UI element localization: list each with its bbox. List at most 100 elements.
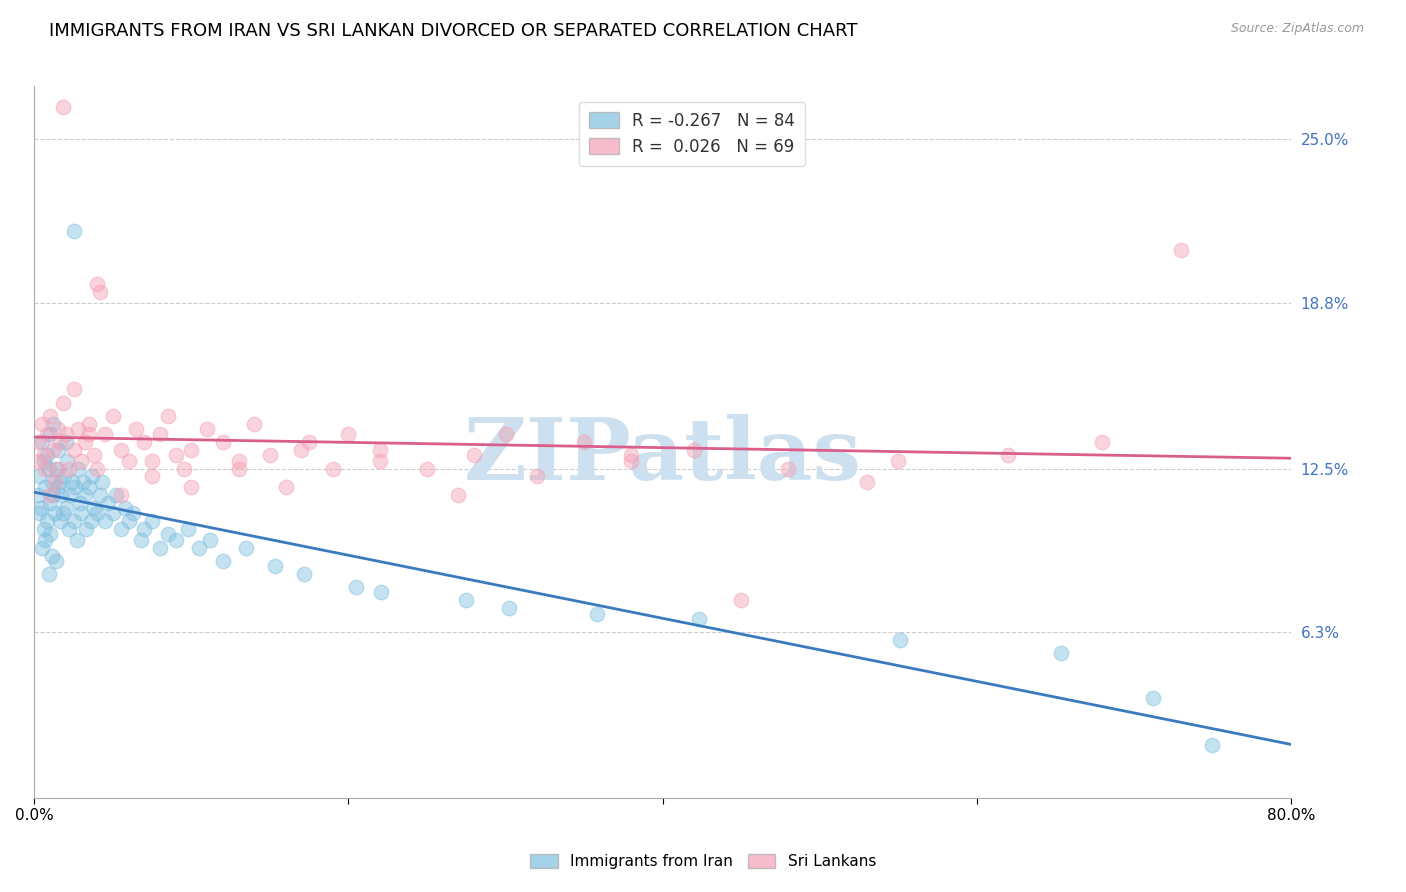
Point bbox=[82, 469, 104, 483]
Point bbox=[39, 427, 62, 442]
Point bbox=[44, 475, 66, 489]
Point bbox=[344, 580, 367, 594]
Point bbox=[165, 533, 187, 547]
Point bbox=[86, 507, 108, 521]
Point bbox=[110, 488, 132, 502]
Point bbox=[67, 461, 90, 475]
Point bbox=[463, 449, 485, 463]
Point bbox=[368, 443, 391, 458]
Point bbox=[141, 469, 163, 483]
Point bbox=[70, 453, 93, 467]
Point bbox=[34, 461, 56, 475]
Point bbox=[55, 501, 77, 516]
Point bbox=[243, 417, 266, 431]
Point bbox=[456, 593, 478, 607]
Point bbox=[200, 533, 222, 547]
Point bbox=[274, 480, 297, 494]
Point bbox=[498, 601, 520, 615]
Point bbox=[585, 607, 607, 621]
Text: IMMIGRANTS FROM IRAN VS SRI LANKAN DIVORCED OR SEPARATED CORRELATION CHART: IMMIGRANTS FROM IRAN VS SRI LANKAN DIVOR… bbox=[49, 22, 858, 40]
Point bbox=[38, 461, 60, 475]
Point bbox=[105, 488, 128, 502]
Point bbox=[235, 541, 257, 555]
Point bbox=[79, 417, 101, 431]
Point bbox=[55, 427, 77, 442]
Point bbox=[41, 475, 63, 489]
Point bbox=[62, 443, 84, 458]
Point bbox=[63, 480, 86, 494]
Point bbox=[89, 488, 111, 502]
Point bbox=[1142, 690, 1164, 705]
Point bbox=[44, 507, 66, 521]
Point bbox=[31, 417, 53, 431]
Point bbox=[337, 427, 360, 442]
Point bbox=[58, 461, 80, 475]
Point bbox=[46, 422, 69, 436]
Point bbox=[290, 443, 312, 458]
Legend: Immigrants from Iran, Sri Lankans: Immigrants from Iran, Sri Lankans bbox=[524, 847, 882, 875]
Point bbox=[447, 488, 470, 502]
Point bbox=[101, 409, 124, 423]
Point bbox=[90, 475, 112, 489]
Point bbox=[416, 461, 439, 475]
Point bbox=[263, 559, 285, 574]
Point bbox=[173, 461, 195, 475]
Point bbox=[195, 422, 218, 436]
Point bbox=[45, 461, 67, 475]
Point bbox=[31, 541, 53, 555]
Point bbox=[322, 461, 344, 475]
Point bbox=[94, 427, 117, 442]
Point bbox=[39, 496, 62, 510]
Point bbox=[141, 453, 163, 467]
Point bbox=[114, 501, 136, 516]
Point bbox=[149, 541, 172, 555]
Point bbox=[35, 514, 58, 528]
Point bbox=[46, 461, 69, 475]
Point bbox=[83, 449, 105, 463]
Point bbox=[28, 469, 51, 483]
Point bbox=[125, 422, 148, 436]
Point bbox=[177, 522, 200, 536]
Point bbox=[35, 449, 58, 463]
Point bbox=[55, 435, 77, 450]
Point bbox=[46, 480, 69, 494]
Point bbox=[62, 383, 84, 397]
Point bbox=[45, 554, 67, 568]
Point bbox=[1050, 646, 1073, 660]
Point bbox=[27, 435, 49, 450]
Point bbox=[38, 567, 60, 582]
Point bbox=[134, 435, 156, 450]
Point bbox=[89, 285, 111, 299]
Point bbox=[62, 514, 84, 528]
Point bbox=[52, 100, 75, 114]
Point bbox=[180, 443, 202, 458]
Point bbox=[294, 567, 316, 582]
Legend: R = -0.267   N = 84, R =  0.026   N = 69: R = -0.267 N = 84, R = 0.026 N = 69 bbox=[579, 102, 806, 166]
Point bbox=[149, 427, 172, 442]
Point bbox=[620, 453, 643, 467]
Point bbox=[730, 593, 752, 607]
Point bbox=[39, 409, 62, 423]
Point bbox=[889, 632, 911, 647]
Point bbox=[526, 469, 548, 483]
Point bbox=[997, 449, 1019, 463]
Point bbox=[79, 427, 101, 442]
Point bbox=[32, 453, 55, 467]
Point bbox=[32, 449, 55, 463]
Point bbox=[165, 449, 187, 463]
Point bbox=[156, 527, 179, 541]
Point bbox=[53, 469, 76, 483]
Point bbox=[117, 514, 139, 528]
Point bbox=[1091, 435, 1114, 450]
Point bbox=[228, 453, 250, 467]
Point bbox=[42, 443, 65, 458]
Point bbox=[39, 488, 62, 502]
Point bbox=[86, 277, 108, 291]
Point bbox=[67, 422, 90, 436]
Point bbox=[228, 461, 250, 475]
Point bbox=[52, 507, 75, 521]
Point bbox=[28, 453, 51, 467]
Point bbox=[72, 475, 94, 489]
Point bbox=[259, 449, 281, 463]
Point bbox=[30, 501, 52, 516]
